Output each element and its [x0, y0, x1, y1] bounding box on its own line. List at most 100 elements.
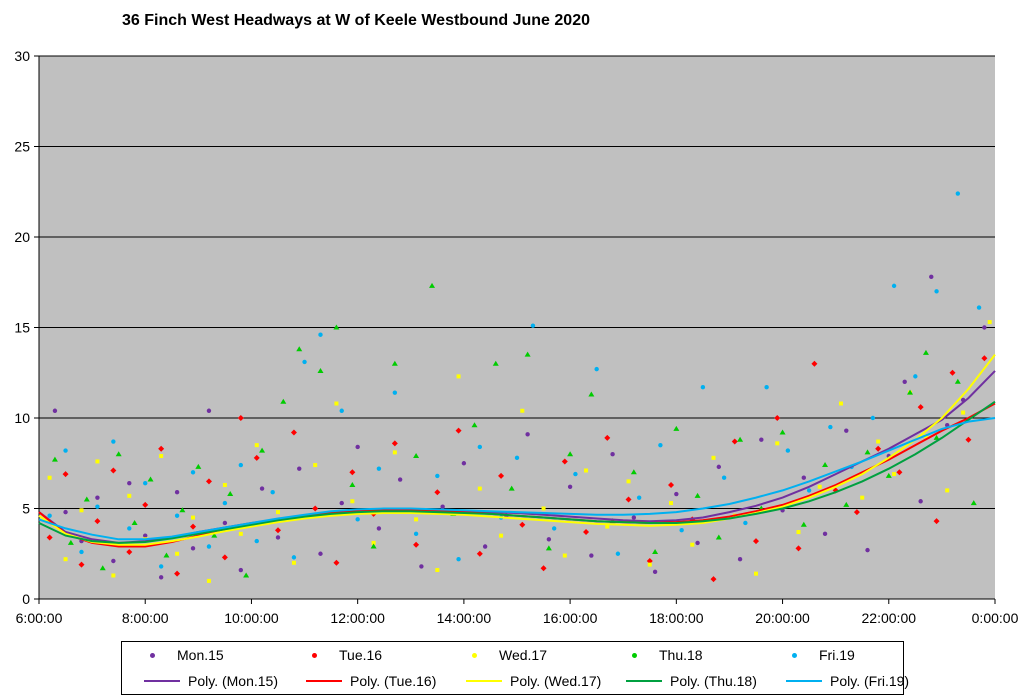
- point-wed-17: [222, 482, 227, 487]
- legend-item: Tue.16: [284, 647, 382, 663]
- x-tick-label: 6:00:00: [16, 610, 63, 626]
- point-thu-18: [179, 507, 186, 513]
- point-mon-15: [695, 540, 700, 546]
- point-fri-19: [573, 471, 578, 477]
- point-fri-19: [392, 390, 398, 395]
- point-tue-16: [604, 434, 611, 441]
- point-fri-19: [891, 283, 897, 289]
- point-tue-16: [561, 458, 568, 465]
- point-thu-18: [413, 453, 420, 459]
- point-mon-15: [822, 531, 828, 537]
- trendline-poly-wed-17-: [38, 353, 996, 546]
- point-wed-17: [79, 508, 84, 513]
- y-tick-label: 30: [14, 48, 30, 64]
- point-tue-16: [413, 541, 420, 548]
- point-tue-16: [949, 369, 956, 376]
- y-tick-label: 0: [22, 591, 30, 607]
- point-fri-19: [47, 513, 52, 518]
- point-wed-17: [796, 530, 801, 535]
- point-wed-17: [95, 459, 100, 464]
- point-mon-15: [844, 428, 849, 433]
- point-tue-16: [668, 481, 675, 488]
- point-fri-19: [376, 466, 382, 471]
- point-thu-18: [779, 429, 786, 435]
- point-mon-15: [652, 569, 658, 575]
- point-fri-19: [355, 517, 360, 522]
- point-tue-16: [625, 496, 632, 503]
- point-tue-16: [275, 527, 281, 534]
- point-fri-19: [955, 191, 961, 196]
- point-thu-18: [67, 539, 74, 545]
- point-wed-17: [392, 450, 397, 455]
- point-fri-19: [435, 473, 440, 479]
- point-tue-16: [795, 545, 802, 552]
- point-wed-17: [754, 571, 758, 576]
- point-thu-18: [195, 463, 202, 469]
- legend-label: Poly. (Thu.18): [670, 673, 757, 689]
- point-fri-19: [174, 513, 180, 518]
- point-thu-18: [349, 481, 356, 487]
- point-mon-15: [376, 526, 382, 531]
- point-fri-19: [339, 408, 344, 413]
- point-mon-15: [127, 480, 132, 486]
- point-fri-19: [477, 444, 483, 450]
- point-tue-16: [476, 550, 483, 557]
- point-fri-19: [127, 526, 132, 531]
- x-tick-label: 10:00:00: [224, 610, 279, 626]
- x-tick-label: 12:00:00: [330, 610, 385, 626]
- point-tue-16: [710, 576, 717, 583]
- point-wed-17: [562, 553, 567, 558]
- legend-label: Thu.18: [659, 647, 703, 663]
- legend-item: Poly. (Thu.18): [626, 673, 757, 689]
- point-fri-19: [594, 366, 599, 372]
- point-tue-16: [62, 471, 69, 478]
- point-tue-16: [110, 467, 117, 474]
- point-thu-18: [652, 548, 659, 554]
- point-thu-18: [715, 534, 722, 540]
- point-fri-19: [764, 385, 769, 390]
- point-thu-18: [471, 422, 478, 428]
- point-thu-18: [429, 282, 436, 288]
- point-thu-18: [524, 351, 531, 357]
- point-mon-15: [174, 490, 180, 495]
- point-mon-15: [206, 408, 212, 413]
- point-thu-18: [243, 572, 250, 578]
- x-tick-label: 22:00:00: [862, 610, 917, 626]
- point-wed-17: [626, 479, 631, 484]
- point-mon-15: [589, 553, 594, 558]
- legend-label: Wed.17: [499, 647, 547, 663]
- point-thu-18: [259, 447, 266, 453]
- point-thu-18: [567, 451, 574, 457]
- point-thu-18: [508, 485, 515, 491]
- point-fri-19: [679, 528, 684, 533]
- point-mon-15: [918, 499, 923, 504]
- point-mon-15: [759, 437, 764, 442]
- point-wed-17: [334, 401, 339, 406]
- point-tue-16: [391, 440, 398, 447]
- point-thu-18: [630, 469, 637, 475]
- point-thu-18: [370, 543, 377, 549]
- point-fri-19: [222, 500, 228, 506]
- point-thu-18: [391, 360, 398, 366]
- point-wed-17: [350, 499, 355, 504]
- point-thu-18: [317, 367, 324, 373]
- point-wed-17: [206, 578, 211, 583]
- point-fri-19: [63, 448, 68, 453]
- point-fri-19: [413, 531, 419, 537]
- y-tick-label: 5: [22, 501, 30, 517]
- point-mon-15: [355, 444, 360, 450]
- point-thu-18: [147, 476, 154, 482]
- point-fri-19: [700, 385, 706, 390]
- point-tue-16: [333, 559, 340, 566]
- point-thu-18: [954, 378, 961, 384]
- point-mon-15: [318, 551, 323, 556]
- point-tue-16: [519, 521, 526, 528]
- point-fri-19: [270, 490, 275, 495]
- point-tue-16: [126, 548, 133, 555]
- point-wed-17: [945, 488, 950, 493]
- point-wed-17: [477, 486, 482, 491]
- point-fri-19: [934, 289, 939, 294]
- point-tue-16: [774, 415, 781, 421]
- legend-label: Fri.19: [819, 647, 855, 663]
